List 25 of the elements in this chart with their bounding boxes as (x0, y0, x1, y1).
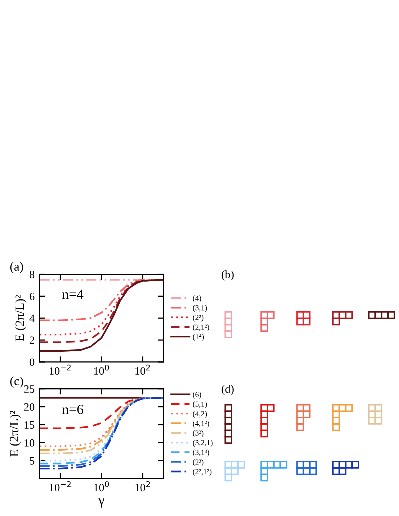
y-tick-label: 2 (30, 336, 34, 344)
y-tick-label: 6 (30, 292, 35, 300)
x-tick-label: 10$^{−2}$ (50, 481, 71, 492)
text: (b) (222, 270, 234, 281)
y-tick-label: 20 (24, 403, 35, 411)
x-tick-label: 10$^{2}$ (136, 364, 150, 375)
text: (a) (10, 262, 24, 274)
y-tick-label: 8 (30, 270, 35, 278)
y-tick-label: 4 (30, 314, 35, 322)
annotation: n=6 (62, 405, 84, 414)
y-tick-label: 10 (24, 439, 35, 447)
y-axis-title: E (2π/L)² (15, 295, 27, 342)
x-tick-label: 10$^{0}$ (94, 364, 110, 375)
x-tick-label: 10$^{−2}$ (50, 364, 71, 375)
x-tick-label: 10$^{2}$ (136, 481, 150, 492)
text: (c) (10, 376, 24, 388)
y-tick-label: 0 (30, 358, 35, 366)
x-axis-title: γ (98, 498, 104, 508)
y-tick-label: 15 (24, 422, 35, 429)
annotation: n=4 (62, 290, 84, 300)
x-tick-label: 10$^{0}$ (94, 481, 110, 492)
y-tick-label: 25 (24, 386, 35, 394)
y-tick-label: 5 (30, 457, 35, 465)
y-axis-title: E (2π/L)² (10, 410, 22, 457)
text: (d) (222, 385, 234, 396)
